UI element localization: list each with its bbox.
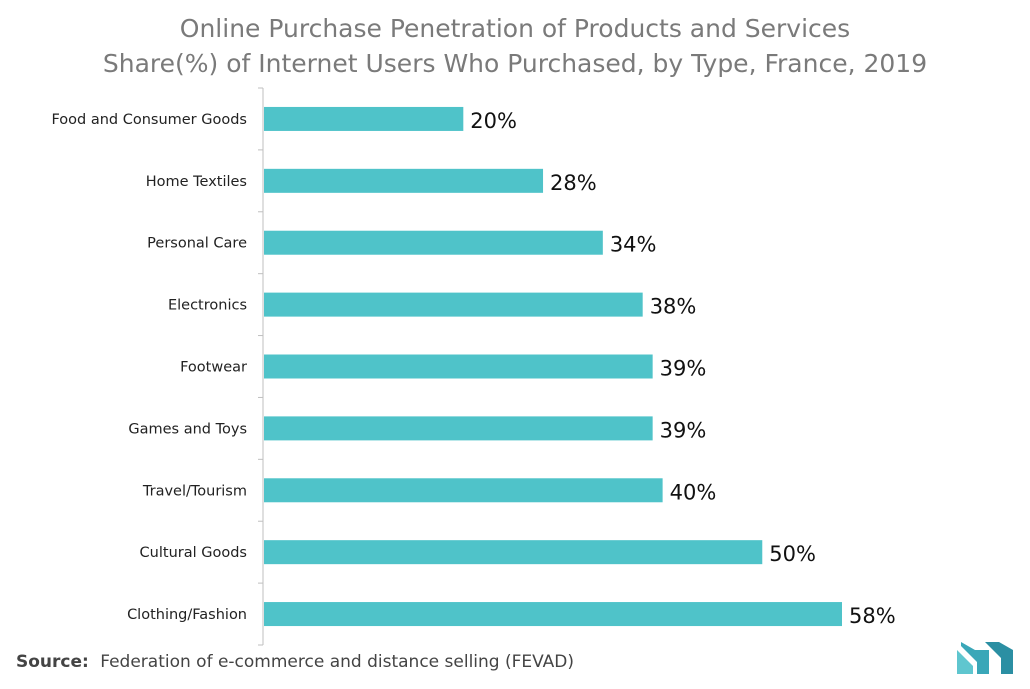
data-label: 28% xyxy=(550,171,597,195)
category-label: Footwear xyxy=(180,360,247,376)
category-label: Home Textiles xyxy=(146,174,247,190)
category-label: Food and Consumer Goods xyxy=(51,112,247,128)
chart-subtitle: Share(%) of Internet Users Who Purchased… xyxy=(102,49,928,78)
data-label: 50% xyxy=(769,542,816,566)
bar xyxy=(264,540,763,565)
source-note: Source: Federation of e-commerce and dis… xyxy=(16,652,574,672)
bar xyxy=(264,168,544,193)
category-label: Clothing/Fashion xyxy=(127,607,247,623)
data-label: 40% xyxy=(670,480,717,504)
bar xyxy=(264,602,842,627)
bar xyxy=(264,416,653,441)
category-label: Personal Care xyxy=(147,236,247,252)
data-label: 39% xyxy=(660,357,707,381)
category-label: Electronics xyxy=(168,298,247,314)
data-label: 39% xyxy=(660,418,707,442)
mordor-intelligence-logo-icon xyxy=(957,642,1013,674)
bar xyxy=(264,230,603,255)
data-label: 34% xyxy=(610,233,657,257)
category-label: Travel/Tourism xyxy=(142,483,247,499)
category-label: Games and Toys xyxy=(128,421,247,437)
chart-title: Online Purchase Penetration of Products … xyxy=(179,14,851,43)
data-label: 38% xyxy=(650,295,697,319)
category-label: Cultural Goods xyxy=(140,545,247,561)
data-label: 20% xyxy=(470,109,517,133)
source-label: Source: xyxy=(16,652,89,672)
source-text: Federation of e-commerce and distance se… xyxy=(100,652,575,672)
bar xyxy=(264,354,653,379)
bar xyxy=(264,106,464,131)
data-label: 58% xyxy=(849,604,896,628)
bar xyxy=(264,292,643,317)
bar xyxy=(264,478,663,503)
